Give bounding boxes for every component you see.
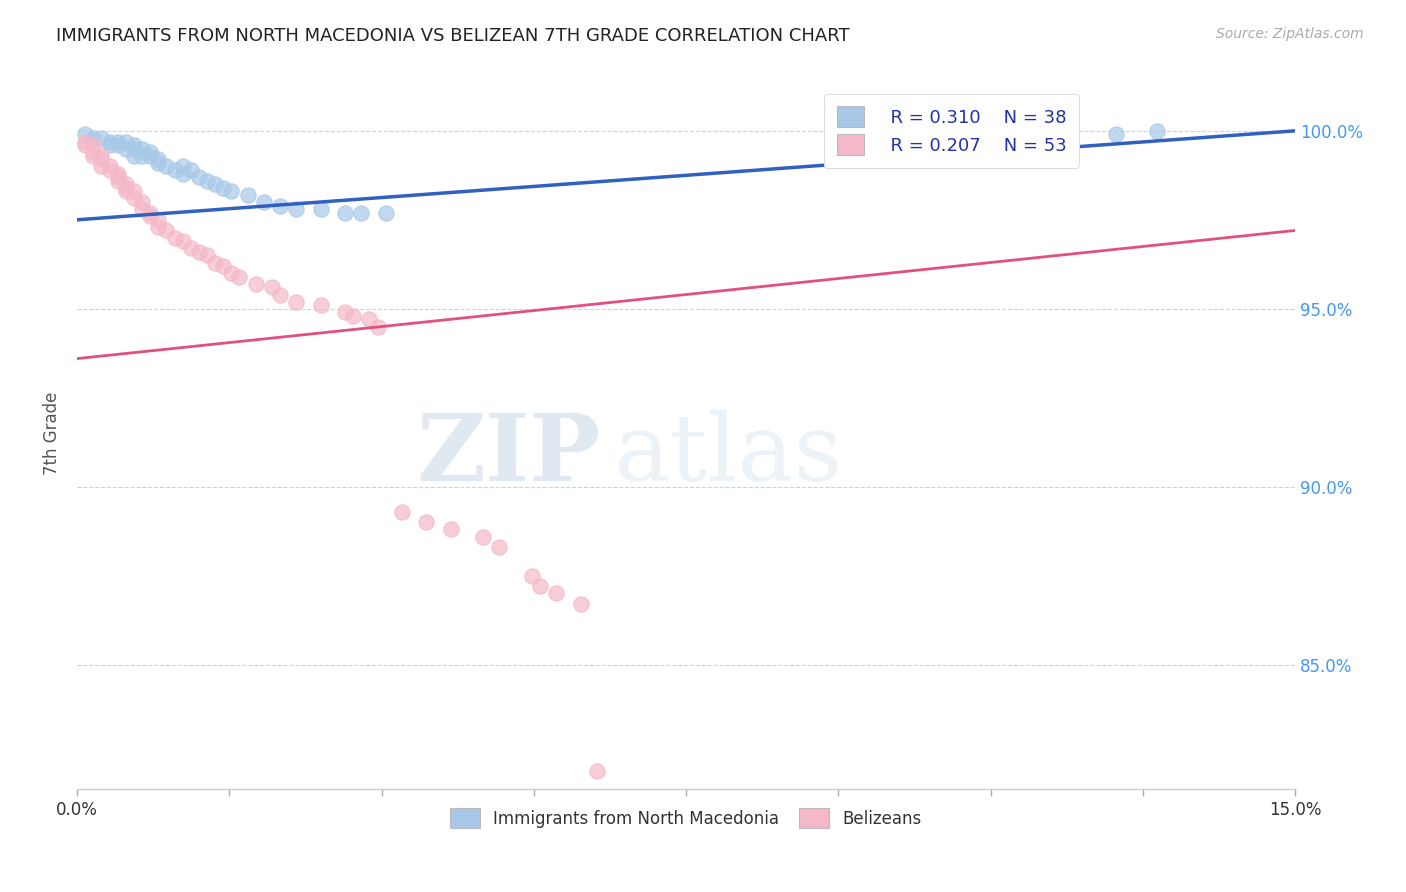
Point <box>1105 128 1128 142</box>
Point <box>90 131 112 145</box>
Point <box>98 135 121 149</box>
Point <box>342 309 364 323</box>
Point <box>472 530 495 544</box>
Point <box>122 142 145 156</box>
Point <box>163 230 186 244</box>
Point <box>90 160 112 174</box>
Point <box>131 202 153 216</box>
Point <box>269 198 291 212</box>
Point <box>285 294 308 309</box>
Point <box>204 178 226 192</box>
Point <box>148 212 170 227</box>
Point <box>155 160 177 174</box>
Point <box>212 259 235 273</box>
Point <box>309 298 332 312</box>
Point <box>269 287 291 301</box>
Point <box>122 191 145 205</box>
Legend: Immigrants from North Macedonia, Belizeans: Immigrants from North Macedonia, Belizea… <box>443 802 929 834</box>
Point <box>488 540 510 554</box>
Point <box>131 149 153 163</box>
Point <box>546 586 568 600</box>
Text: atlas: atlas <box>613 409 842 500</box>
Point <box>569 597 592 611</box>
Point <box>131 194 153 209</box>
Point <box>148 153 170 167</box>
Point <box>187 244 209 259</box>
Point <box>114 184 136 198</box>
Text: IMMIGRANTS FROM NORTH MACEDONIA VS BELIZEAN 7TH GRADE CORRELATION CHART: IMMIGRANTS FROM NORTH MACEDONIA VS BELIZ… <box>56 27 849 45</box>
Point <box>374 205 396 219</box>
Point <box>75 138 97 153</box>
Point <box>139 145 162 160</box>
Point <box>180 241 202 255</box>
Text: Source: ZipAtlas.com: Source: ZipAtlas.com <box>1216 27 1364 41</box>
Text: ZIP: ZIP <box>416 409 600 500</box>
Point <box>107 138 129 153</box>
Point <box>139 205 162 219</box>
Point <box>187 170 209 185</box>
Point <box>359 312 381 326</box>
Point <box>98 160 121 174</box>
Point <box>221 266 243 280</box>
Point <box>245 277 267 291</box>
Point <box>82 149 104 163</box>
Point <box>114 135 136 149</box>
Point <box>172 167 194 181</box>
Point <box>82 145 104 160</box>
Point <box>107 167 129 181</box>
Point <box>180 163 202 178</box>
Point <box>585 764 607 779</box>
Point <box>107 174 129 188</box>
Point <box>236 187 259 202</box>
Point <box>114 178 136 192</box>
Point <box>98 163 121 178</box>
Point <box>195 174 218 188</box>
Point <box>529 579 551 593</box>
Point <box>253 194 276 209</box>
Point <box>139 209 162 223</box>
Point <box>333 305 356 319</box>
Point <box>148 156 170 170</box>
Point <box>75 128 97 142</box>
Point <box>122 138 145 153</box>
Point <box>114 180 136 194</box>
Point <box>228 269 250 284</box>
Point <box>107 135 129 149</box>
Point <box>439 523 461 537</box>
Point <box>148 219 170 234</box>
Point <box>415 516 437 530</box>
Point <box>260 280 283 294</box>
Point <box>82 131 104 145</box>
Point <box>285 202 308 216</box>
Point <box>350 205 373 219</box>
Point <box>212 180 235 194</box>
Point <box>204 255 226 269</box>
Point <box>163 163 186 178</box>
Point <box>333 205 356 219</box>
Point <box>391 505 413 519</box>
Point <box>122 149 145 163</box>
Point <box>107 170 129 185</box>
Point <box>155 223 177 237</box>
Point <box>139 149 162 163</box>
Point <box>309 202 332 216</box>
Point <box>131 142 153 156</box>
Point <box>75 135 97 149</box>
Y-axis label: 7th Grade: 7th Grade <box>44 392 60 475</box>
Point <box>221 184 243 198</box>
Point <box>1146 124 1168 138</box>
Point <box>114 142 136 156</box>
Point <box>82 138 104 153</box>
Point <box>172 160 194 174</box>
Point <box>367 319 389 334</box>
Point <box>90 153 112 167</box>
Point <box>172 234 194 248</box>
Point <box>520 568 543 582</box>
Point <box>195 248 218 262</box>
Point <box>90 149 112 163</box>
Point <box>122 184 145 198</box>
Point <box>98 138 121 153</box>
